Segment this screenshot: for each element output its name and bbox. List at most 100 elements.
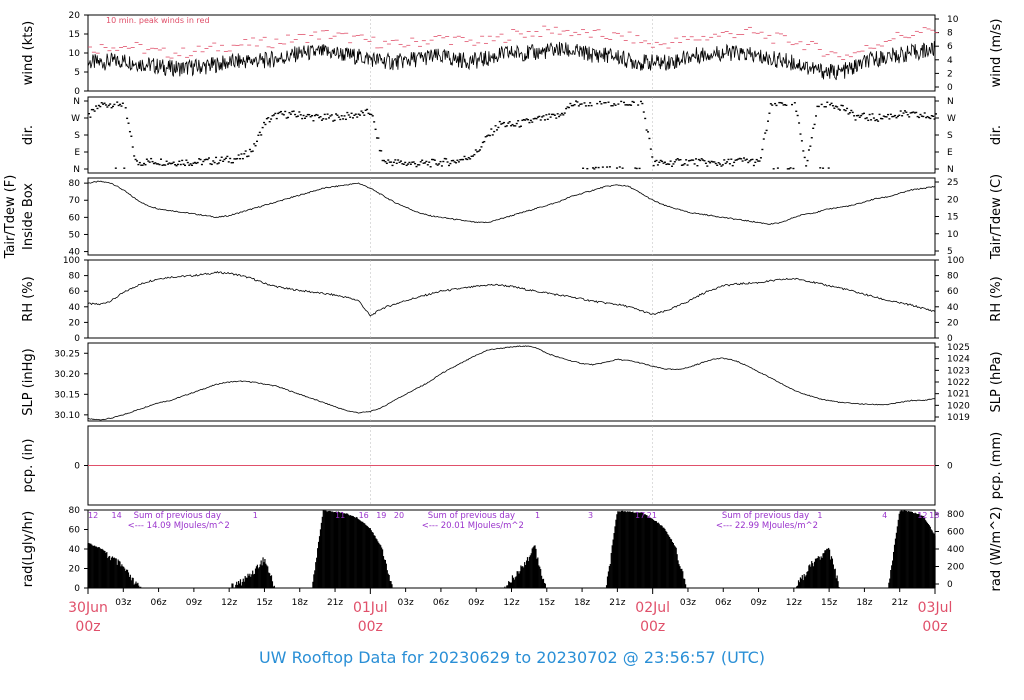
slp-ytick-label: 30.10 [54, 411, 80, 421]
rad-right-tick-label: 600 [947, 528, 964, 538]
rad-hour-label: 16 [359, 511, 369, 520]
dir-panel-frame [87, 96, 936, 174]
rad-hour-label: 4 [882, 511, 887, 520]
wind-panel-frame [87, 14, 936, 92]
rad-ytick-label: 60 [69, 526, 81, 536]
dir-right-tick-label: E [947, 148, 953, 158]
rad-ylabel: rad(Lgly/hr) [21, 511, 36, 587]
rad-daily-total-title: Sum of previous day [428, 511, 515, 521]
rh-right-tick-label: 100 [947, 256, 964, 266]
slp-ytick-label: 30.25 [54, 349, 80, 359]
wind-right-tick-label: 8 [947, 29, 953, 39]
pcp-ylabel: pcp. (in) [21, 439, 36, 493]
wind-right-tick-label: 10 [947, 15, 959, 25]
dir-ytick-label: N [73, 165, 80, 175]
wind-right-tick-label: 2 [947, 69, 953, 79]
wind-right-tick-label: 0 [947, 83, 953, 93]
temp-ylabel-right: Tair/Tdew (C) [989, 174, 1004, 260]
x-hour-tick-label: 09z [468, 598, 484, 608]
rh-ytick-label: 60 [69, 287, 81, 297]
slp-right-tick-label: 1025 [947, 343, 970, 353]
x-hour-tick-label: 15z [256, 598, 272, 608]
pcp-ylabel-right: pcp. (mm) [989, 432, 1004, 499]
slp-right-tick-label: 1019 [947, 413, 970, 423]
rad-daily-total-value: <--- 14.09 MJoules/m^2 [128, 521, 230, 531]
temp-right-tick-label: 5 [947, 247, 953, 257]
dir-right-tick-label: N [947, 165, 954, 175]
x-day-tick-time: 00z [75, 619, 100, 635]
rh-panel-frame [87, 259, 936, 339]
x-day-tick-date: 30Jun [68, 600, 108, 616]
rad-ytick-label: 80 [69, 506, 81, 516]
slp-right-tick-label: 1021 [947, 390, 970, 400]
slp-ylabel: SLP (inHg) [21, 348, 36, 416]
rh-ytick-label: 0 [74, 334, 80, 344]
x-hour-tick-label: 09z [750, 598, 766, 608]
dir-ytick-label: E [74, 148, 80, 158]
x-day-tick-time: 00z [922, 619, 947, 635]
x-hour-tick-label: 03z [398, 598, 414, 608]
x-hour-tick-label: 12z [221, 598, 237, 608]
temp-ylabel2: Tair/Tdew (F) [3, 175, 18, 260]
rad-daily-total-title: Sum of previous day [134, 511, 221, 521]
x-hour-tick-label: 03z [115, 598, 131, 608]
rh-right-tick-label: 40 [947, 303, 959, 313]
rad-daily-total-value: <--- 22.99 MJoules/m^2 [716, 521, 818, 531]
dir-ylabel-right: dir. [989, 125, 1004, 145]
wind-ylabel: wind (kts) [21, 21, 36, 85]
rad-daily-total-value: <--- 20.01 MJoules/m^2 [422, 521, 524, 531]
x-day-tick-date: 01Jul [353, 600, 388, 616]
wind-right-tick-label: 4 [947, 56, 953, 66]
rh-ytick-label: 80 [69, 272, 81, 282]
slp-panel-frame [87, 342, 936, 422]
dir-right-tick-label: S [947, 131, 953, 141]
rad-hour-label: 12 [88, 511, 98, 520]
temp-ytick-label: 40 [69, 248, 81, 258]
x-hour-tick-label: 21z [327, 598, 343, 608]
rh-right-tick-label: 80 [947, 272, 959, 282]
wind-ytick-label: 10 [69, 49, 81, 59]
dir-ytick-label: W [71, 114, 80, 124]
wind-ytick-label: 15 [69, 30, 80, 40]
x-hour-tick-label: 06z [150, 598, 166, 608]
rad-right-tick-label: 0 [947, 580, 953, 590]
slp-ytick-label: 30.15 [54, 390, 80, 400]
wind-ytick-label: 20 [69, 11, 81, 21]
pcp-right-tick-label: 0 [947, 462, 953, 472]
dir-right-tick-label: N [947, 97, 954, 107]
rh-right-tick-label: 60 [947, 287, 959, 297]
wind-annotation: 10 min. peak winds in red [106, 16, 210, 25]
temp-ytick-label: 70 [69, 196, 81, 206]
rad-hour-label: 12 [917, 511, 927, 520]
rh-ytick-label: 40 [69, 303, 81, 313]
rad-hour-label: 1 [535, 511, 540, 520]
slp-right-tick-label: 1024 [947, 355, 970, 365]
rh-ytick-label: 20 [69, 318, 81, 328]
x-hour-tick-label: 18z [292, 598, 308, 608]
temp-ylabel: Inside Box [21, 183, 36, 250]
temp-right-tick-label: 20 [947, 195, 959, 205]
x-day-tick-time: 00z [640, 619, 665, 635]
rad-right-tick-label: 800 [947, 510, 964, 520]
x-hour-tick-label: 12z [503, 598, 519, 608]
dir-right-tick-label: W [947, 114, 956, 124]
x-day-tick-date: 03Jul [918, 600, 953, 616]
slp-right-tick-label: 1023 [947, 366, 970, 376]
slp-right-tick-label: 1020 [947, 401, 970, 411]
temp-ytick-label: 80 [69, 179, 81, 189]
rad-hour-label: 11 [335, 511, 345, 520]
x-hour-tick-label: 15z [821, 598, 837, 608]
slp-line [87, 345, 935, 421]
rad-hour-label: 21 [647, 511, 657, 520]
wind-ytick-label: 0 [74, 87, 80, 97]
dir-ytick-label: S [74, 131, 80, 141]
x-hour-tick-label: 18z [574, 598, 590, 608]
temp-right-tick-label: 25 [947, 178, 958, 188]
slp-ylabel-right: SLP (hPa) [989, 351, 1004, 412]
rad-hour-label: 3 [588, 511, 593, 520]
rh-ylabel-right: RH (%) [989, 276, 1004, 321]
footer-title: UW Rooftop Data for 20230629 to 20230702… [258, 648, 766, 667]
rad-ylabel-right: rad (W/m^2) [989, 507, 1004, 592]
temp-right-tick-label: 15 [947, 213, 958, 223]
